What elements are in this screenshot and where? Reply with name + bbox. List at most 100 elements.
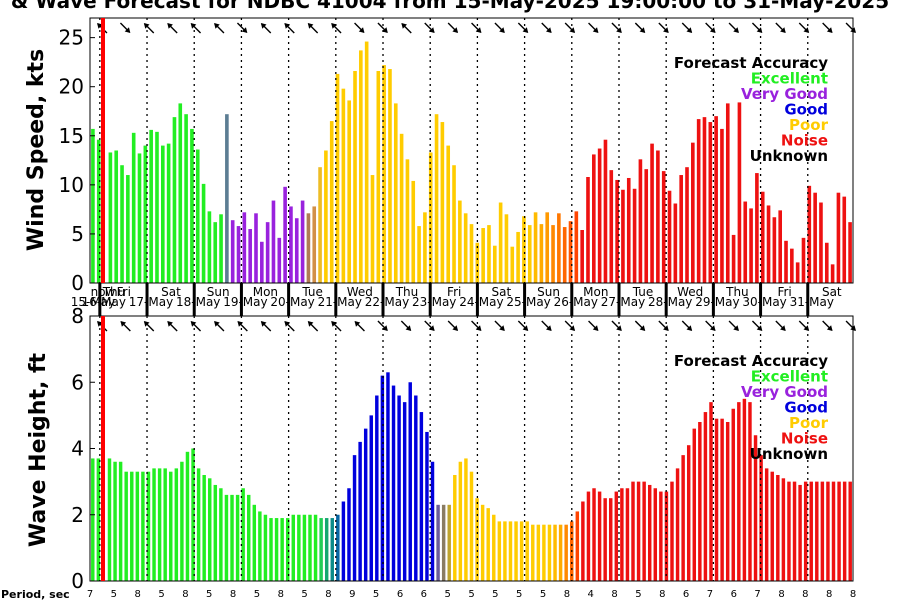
arrow-head — [592, 27, 599, 33]
bar — [836, 192, 841, 283]
direction-arrow — [494, 320, 505, 331]
arrow-head — [452, 325, 459, 331]
arrow-head — [616, 27, 622, 33]
arrow-head — [639, 27, 646, 33]
wave-panel: Wave Height, ft 0 2 4 6 8 Forecast AccuracyE… — [26, 304, 856, 593]
direction-arrow — [681, 22, 693, 33]
bar — [382, 65, 386, 283]
legend-item: Very Good — [741, 85, 828, 103]
bar — [815, 481, 819, 582]
period-value: 8 — [135, 589, 141, 600]
bar — [568, 221, 573, 283]
bar — [213, 222, 218, 283]
wave-bars — [91, 372, 852, 582]
bar — [820, 481, 825, 582]
direction-arrow — [728, 22, 739, 33]
arrow-head — [284, 23, 291, 29]
period-value: 8 — [778, 589, 784, 600]
x-day-label: Tue — [301, 285, 323, 299]
legend-item: Poor — [789, 414, 829, 432]
direction-arrow — [190, 321, 202, 332]
bar — [673, 203, 678, 283]
bar — [581, 501, 585, 581]
direction-arrow — [751, 320, 763, 331]
y-tick-label: 8 — [71, 304, 84, 328]
direction-arrow — [307, 321, 319, 332]
direction-arrow — [471, 320, 482, 331]
bar — [447, 504, 451, 581]
bar — [126, 175, 130, 283]
period-value: 5 — [445, 589, 451, 600]
bar — [386, 372, 390, 581]
bar — [248, 229, 252, 283]
bar — [347, 488, 351, 581]
bar — [731, 408, 735, 581]
period-value: 5 — [206, 589, 212, 600]
x-date-label: 23-May — [412, 295, 456, 309]
bar — [551, 225, 555, 283]
direction-arrow — [354, 22, 365, 33]
bar — [219, 214, 223, 283]
period-value: 5 — [111, 589, 117, 600]
bar — [644, 169, 649, 283]
direction-arrow — [354, 321, 365, 332]
chart-title: & Wave Forecast for NDBC 41004 from 15-M… — [11, 0, 889, 13]
bar — [625, 488, 630, 581]
arrow-head — [260, 321, 267, 327]
bar — [370, 175, 375, 283]
direction-arrow — [564, 320, 576, 331]
period-value: 7 — [87, 589, 93, 600]
bar — [434, 114, 439, 283]
legend-title: Forecast Accuracy — [674, 54, 828, 72]
bar — [776, 475, 780, 581]
bar — [458, 461, 463, 581]
bar — [749, 208, 753, 283]
direction-arrow — [705, 320, 716, 331]
legend-item: Unknown — [750, 445, 828, 463]
y-tick-label: 20 — [59, 75, 84, 99]
bar — [358, 441, 362, 582]
arrow-head — [331, 23, 337, 29]
bar — [525, 521, 529, 582]
direction-arrow — [260, 23, 272, 34]
bar — [545, 212, 550, 283]
arrow-head — [190, 321, 197, 327]
bar — [118, 461, 123, 581]
bar — [172, 117, 177, 283]
y-tick-label: 25 — [59, 26, 84, 50]
bar — [96, 139, 101, 283]
arrow-head — [709, 27, 716, 33]
direction-arrow — [120, 321, 131, 332]
bar — [157, 468, 162, 582]
bar — [614, 491, 619, 581]
period-value: 7 — [707, 589, 713, 600]
bar — [714, 116, 718, 284]
arrow-head — [475, 27, 482, 33]
bar — [300, 200, 305, 283]
arrow-head — [260, 23, 267, 29]
direction-arrow — [377, 22, 388, 33]
arrow-head — [214, 23, 220, 29]
x-date-label: 17-May — [129, 295, 173, 309]
bar — [519, 521, 524, 582]
bar — [848, 222, 852, 283]
bar — [481, 228, 485, 283]
direction-arrow — [494, 22, 505, 33]
bar — [731, 234, 736, 283]
x-day-label: Tue — [632, 285, 654, 299]
bar — [441, 504, 446, 581]
bar — [391, 385, 396, 581]
bar — [698, 422, 702, 581]
arrow-head — [639, 325, 646, 331]
bar — [306, 213, 311, 283]
direction-arrow — [822, 320, 833, 331]
bar — [108, 152, 113, 283]
arrow-head — [428, 325, 435, 331]
period-value: 5 — [373, 589, 379, 600]
bar — [514, 521, 518, 582]
direction-arrow — [237, 321, 248, 332]
bar — [359, 50, 363, 283]
bar — [848, 481, 852, 582]
bar — [269, 518, 273, 581]
x-date-label: 25-May — [506, 295, 550, 309]
